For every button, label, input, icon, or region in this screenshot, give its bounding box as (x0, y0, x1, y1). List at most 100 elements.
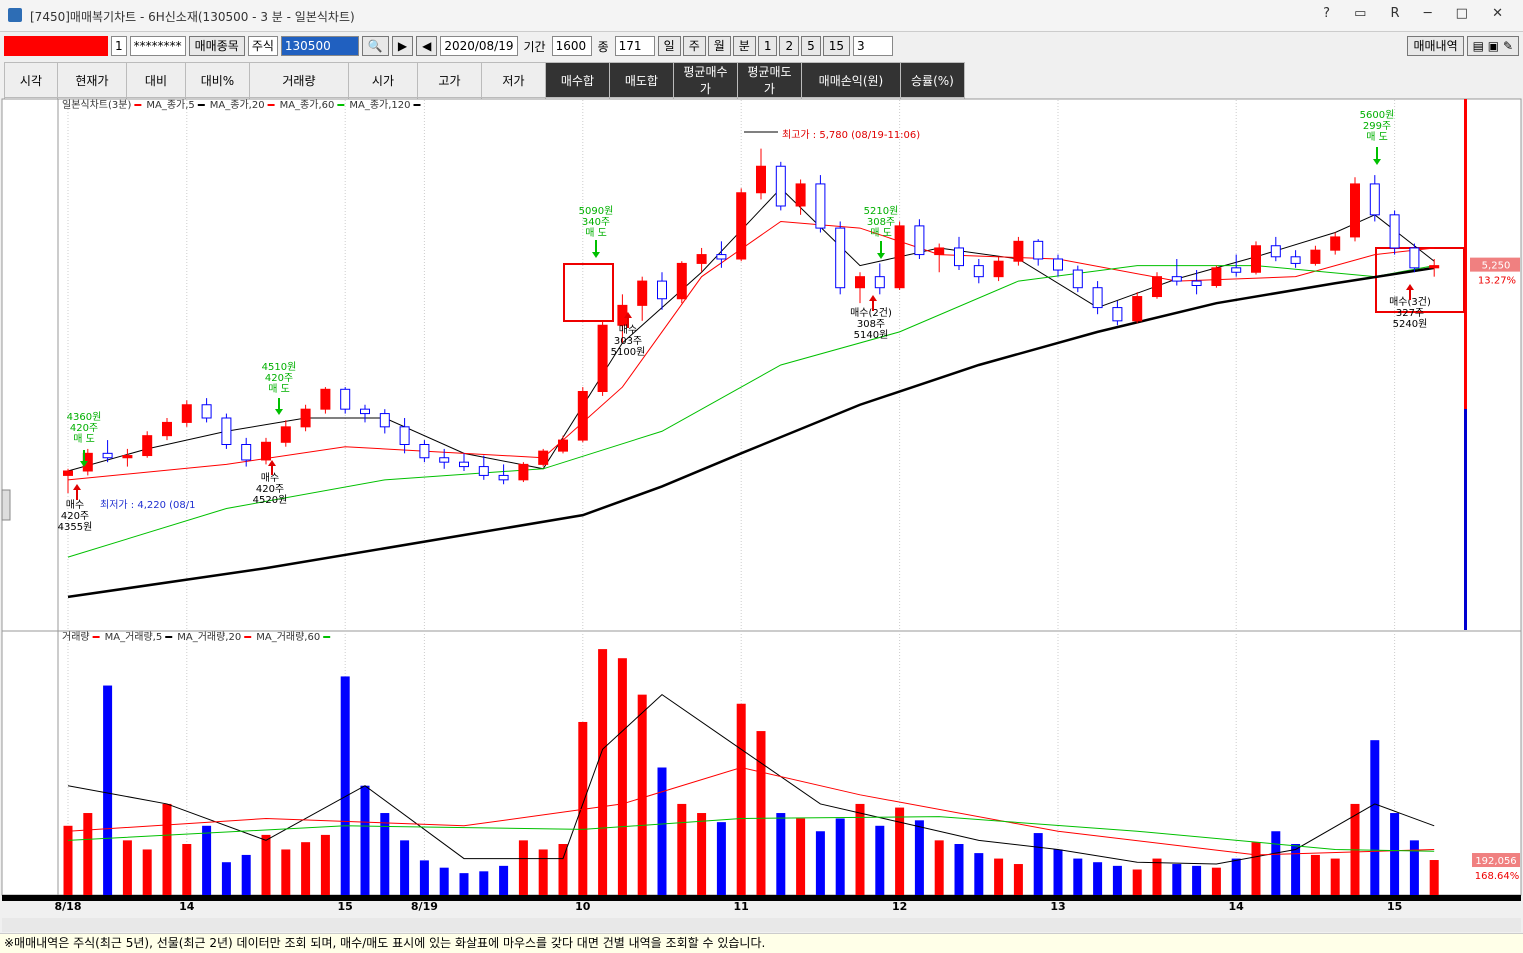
interval[interactable]: 3 (853, 36, 894, 56)
legend-entry: MA_종가,60 (280, 99, 335, 111)
trade-annotation: 299주 (1363, 121, 1391, 132)
x-tick-label: 14 (1229, 900, 1245, 913)
candle-body (617, 304, 628, 326)
window-title: [7450]매매복기차트 - 6H신소재(130500 - 3 분 - 일본식차… (30, 10, 355, 24)
volume-bar (756, 731, 766, 895)
candle-body (577, 391, 588, 441)
trade-annotation: 매 도 (73, 433, 95, 445)
next[interactable]: ◀ (416, 36, 438, 56)
unit-button[interactable]: 일 (657, 36, 681, 56)
candle-body (340, 388, 351, 410)
candle-body (1132, 296, 1143, 322)
candle-body (1053, 258, 1063, 271)
legend-entry: MA_거래량,5 (105, 631, 163, 643)
candle-body (478, 466, 489, 476)
candle-body (439, 457, 450, 463)
candle-body (1369, 183, 1380, 216)
candle-body (63, 470, 73, 476)
unit-button[interactable]: 분 (732, 36, 756, 56)
volume-bar (301, 842, 311, 895)
trade-annotation: 420주 (256, 484, 284, 495)
candle-body (1171, 276, 1182, 282)
window-controls[interactable]: ? ▭ R ─ □ ✕ (1323, 6, 1513, 21)
current-volume-box (1472, 853, 1520, 868)
search[interactable]: 🔍 (361, 36, 389, 56)
candle-body (459, 461, 469, 468)
trade-annotation: 5100원 (611, 346, 646, 358)
candle-body (795, 183, 806, 207)
stock-button[interactable]: 매매종목 (188, 36, 245, 56)
volume-bar (974, 853, 984, 895)
quote-header: 현재가 (56, 62, 127, 98)
candle-body (201, 404, 212, 419)
volume-bar (736, 703, 746, 895)
candle-body (855, 276, 865, 289)
quote-header: 거래량 (248, 62, 349, 98)
account[interactable]: 1 (111, 36, 127, 56)
candle-body (1112, 307, 1123, 322)
quote-header: 평균매도가 (736, 62, 802, 98)
candle-body (300, 408, 311, 428)
candle-body (558, 439, 568, 452)
candle-body (716, 254, 727, 260)
trade-arrowhead (592, 252, 600, 258)
x-tick-label: 12 (892, 900, 907, 913)
candle-body (538, 450, 549, 465)
volume-bar (63, 825, 73, 895)
trade-arrowhead (1373, 159, 1381, 165)
current-change: 13.27% (1478, 276, 1516, 287)
trade-annotation: 327주 (1396, 308, 1424, 319)
side-handle[interactable] (1, 489, 11, 521)
password[interactable]: ******** (129, 36, 186, 56)
trade-annotation: 최저가 : 4,220 (08/1 (100, 499, 196, 511)
quote-header: 승률(%) (899, 62, 965, 98)
volume-bar (162, 803, 172, 895)
unit-button[interactable]: 월 (707, 36, 731, 56)
volume-bar (122, 840, 132, 895)
candle-body (162, 421, 172, 437)
trade-annotation: 매 도 (870, 227, 892, 239)
period[interactable]: 1600 (551, 36, 592, 56)
volume-bar (895, 807, 905, 895)
volume-bar (360, 785, 370, 895)
candle-body (597, 324, 608, 392)
volume-bar (1132, 869, 1142, 895)
volume-bar (1013, 864, 1023, 895)
candle-body (815, 183, 826, 229)
trade-annotation: 5240원 (1393, 318, 1428, 330)
candle-body (102, 452, 113, 459)
x-tick-label: 14 (179, 900, 195, 913)
unit-button[interactable]: 5 (801, 36, 821, 56)
candle-body (419, 444, 430, 459)
trade-annotation: 303주 (614, 336, 642, 347)
unit-button[interactable]: 15 (822, 36, 851, 56)
current-volume-change: 168.64% (1475, 871, 1520, 882)
trade-annotation: 420주 (265, 373, 293, 384)
prev[interactable]: ▶ (391, 36, 414, 56)
unit-button[interactable]: 1 (757, 36, 778, 56)
current-volume: 192,056 (1475, 856, 1516, 867)
volume-bar (835, 818, 845, 895)
chart-area: 8/18 14 15 8/19 10 11 12 13 14 15 일본식차트(3분) MA_종가,5… (1, 98, 1522, 932)
code[interactable]: 130500 (280, 36, 359, 56)
tool-buttons[interactable]: ▤ ▣ ✎ (1466, 36, 1519, 56)
candle-body (498, 474, 509, 481)
unit-buttons: 일 주 월 분 1 2 5 15 (657, 36, 851, 56)
candle-body (1429, 265, 1440, 269)
volume-bar (1211, 867, 1221, 895)
volume-bar (954, 844, 964, 895)
candle-body (993, 260, 1004, 278)
trade-annotation: 420주 (61, 511, 89, 522)
volume-bar (221, 862, 231, 895)
scrollbar[interactable] (2, 918, 1521, 932)
date[interactable]: 2020/08/19 (440, 36, 518, 56)
unit-button[interactable]: 2 (779, 36, 800, 56)
unit-button[interactable]: 주 (682, 36, 706, 56)
candle-body (1389, 214, 1400, 249)
market[interactable]: 주식 (247, 36, 278, 56)
count[interactable]: 171 (614, 36, 655, 56)
volume-bar (499, 865, 509, 895)
volume-bar (1370, 740, 1380, 895)
ma-line (67, 816, 1435, 852)
history-button[interactable]: 매매내역 (1407, 36, 1464, 56)
